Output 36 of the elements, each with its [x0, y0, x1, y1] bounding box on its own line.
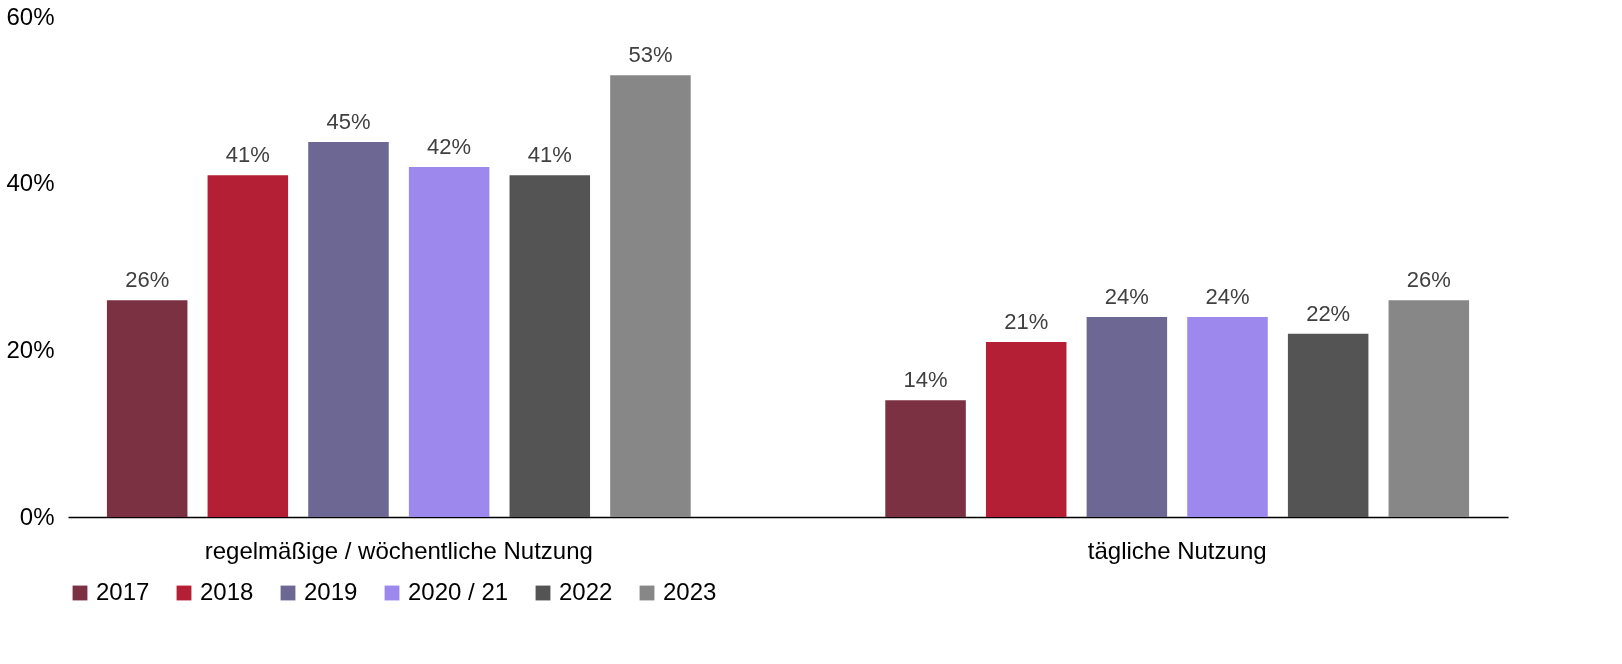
bar	[610, 75, 691, 517]
bar	[885, 400, 966, 517]
y-tick-label: 40%	[6, 169, 55, 197]
legend-label: 2022	[559, 578, 613, 605]
text: 24%	[1205, 284, 1250, 309]
x-tick-label: tägliche Nutzung	[1087, 536, 1267, 564]
legend-label: 2023	[663, 578, 717, 605]
bar	[308, 142, 389, 517]
bar	[1086, 317, 1168, 517]
bar	[1287, 333, 1369, 517]
bar	[985, 342, 1067, 517]
text: 26%	[125, 267, 170, 293]
text: 42%	[427, 134, 472, 159]
text: 24%	[1104, 284, 1149, 309]
text: 26%	[1406, 267, 1451, 293]
text: 22%	[1306, 300, 1351, 326]
legend-label: 2018	[200, 578, 254, 605]
bar	[408, 167, 490, 517]
text: 41%	[527, 142, 572, 168]
y-tick-label: 20%	[6, 335, 55, 363]
legend-label: 2017	[96, 578, 150, 605]
bar	[106, 300, 188, 517]
bar	[1388, 300, 1470, 517]
text: 21%	[1004, 309, 1049, 334]
legend-label: 2019	[304, 578, 358, 605]
text: 41%	[225, 142, 270, 168]
text: 45%	[326, 109, 371, 134]
y-tick-label: 60%	[6, 2, 55, 30]
bar	[1187, 317, 1268, 517]
bar	[509, 175, 591, 517]
bar	[207, 175, 289, 517]
legend-label: 2020 / 21	[408, 578, 509, 605]
text: 14%	[903, 367, 948, 393]
x-tick-label: regelmäßige / wöchentliche Nutzung	[204, 536, 593, 564]
text: 53%	[628, 42, 673, 68]
y-tick-label: 0%	[19, 502, 55, 530]
